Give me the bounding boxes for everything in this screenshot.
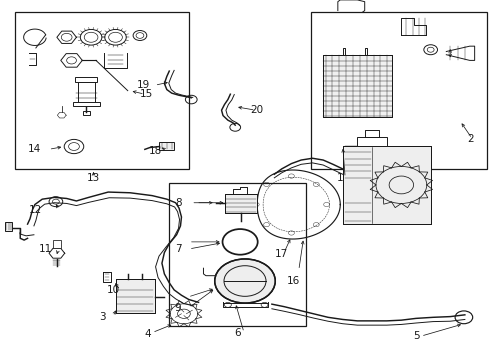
Circle shape	[215, 259, 275, 303]
Bar	[15, 12, 189, 169]
Bar	[323, 55, 392, 117]
Bar	[169, 183, 306, 325]
Text: 8: 8	[175, 198, 181, 208]
Text: 1: 1	[337, 173, 343, 183]
Bar	[75, 77, 97, 82]
Text: 12: 12	[29, 205, 42, 215]
Text: 11: 11	[39, 244, 52, 254]
Text: 19: 19	[137, 80, 150, 90]
Text: 3: 3	[99, 312, 106, 321]
Text: 5: 5	[413, 331, 419, 341]
Text: 17: 17	[274, 249, 288, 259]
Bar	[4, 222, 12, 231]
Text: 7: 7	[175, 244, 181, 254]
Bar	[357, 137, 387, 146]
Text: 9: 9	[175, 303, 181, 313]
Text: 2: 2	[467, 134, 474, 144]
Bar	[225, 194, 257, 213]
Text: 10: 10	[106, 285, 120, 295]
Bar	[323, 55, 392, 117]
Text: 18: 18	[148, 146, 162, 156]
Text: 13: 13	[87, 173, 100, 183]
Bar	[225, 194, 257, 213]
Bar	[78, 82, 95, 104]
Text: 15: 15	[140, 89, 153, 99]
Bar	[343, 146, 431, 224]
Bar	[159, 142, 174, 150]
Bar	[73, 102, 100, 106]
Bar	[343, 146, 431, 224]
Text: 16: 16	[287, 276, 300, 286]
Bar	[116, 279, 155, 313]
Text: 20: 20	[250, 105, 263, 115]
Bar	[83, 111, 90, 115]
Text: 14: 14	[27, 144, 41, 154]
Text: 6: 6	[234, 328, 241, 338]
Text: 4: 4	[144, 329, 150, 339]
Bar	[116, 279, 155, 313]
Bar	[53, 240, 61, 248]
Bar	[311, 12, 487, 169]
